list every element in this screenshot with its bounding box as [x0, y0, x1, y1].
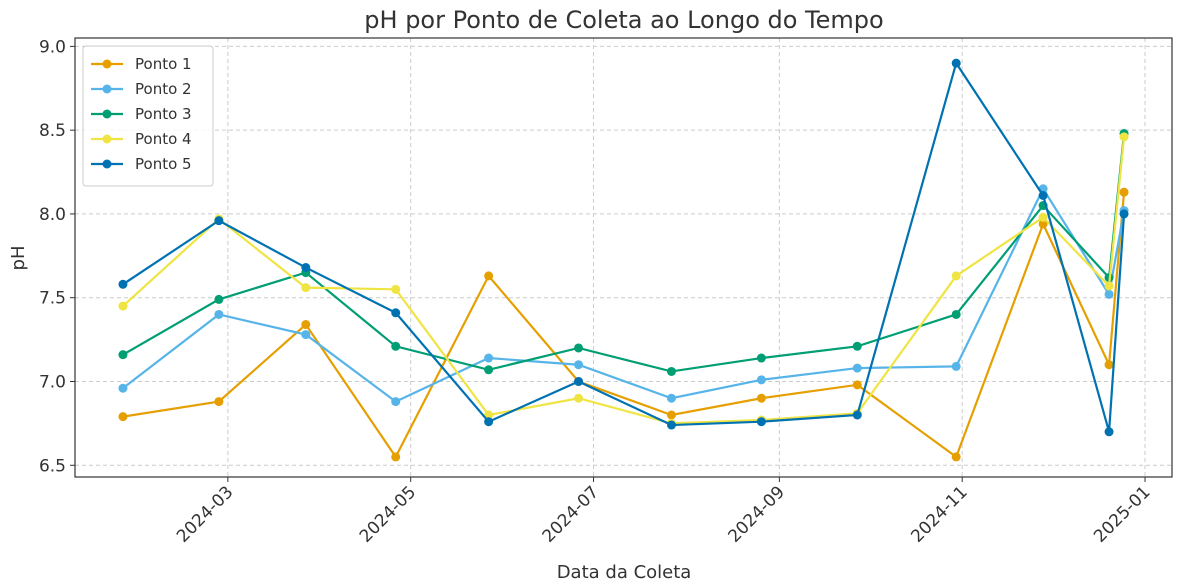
- data-point: [484, 271, 494, 281]
- series-line: [122, 192, 1126, 460]
- data-point: [391, 284, 401, 294]
- data-point: [852, 363, 862, 373]
- y-tick-label: 9.0: [39, 37, 66, 57]
- legend-marker: [102, 84, 112, 94]
- data-point: [574, 376, 584, 386]
- data-point: [951, 452, 961, 462]
- data-point: [484, 365, 494, 375]
- data-point: [1104, 427, 1114, 437]
- data-point: [574, 393, 584, 403]
- data-point: [852, 380, 862, 390]
- data-point: [666, 420, 676, 430]
- data-point: [574, 360, 584, 370]
- data-point: [484, 410, 494, 420]
- data-point: [1119, 209, 1129, 219]
- data-point: [1104, 360, 1114, 370]
- data-point: [1038, 219, 1048, 229]
- data-point: [951, 309, 961, 319]
- data-point: [118, 383, 128, 393]
- data-point: [756, 417, 766, 427]
- data-point: [301, 283, 311, 293]
- x-tick-label: 2024-09: [725, 482, 789, 546]
- legend-label: Ponto 5: [135, 155, 192, 173]
- data-point: [852, 410, 862, 420]
- series-line: [122, 133, 1126, 373]
- data-point: [391, 452, 401, 462]
- data-point: [391, 341, 401, 351]
- x-tick-label: 2024-05: [356, 482, 420, 546]
- y-tick-label: 7.0: [39, 372, 66, 392]
- data-point: [666, 393, 676, 403]
- data-point: [666, 366, 676, 376]
- data-point: [756, 375, 766, 385]
- chart-title: pH por Ponto de Coleta ao Longo do Tempo: [364, 6, 883, 34]
- data-point: [301, 320, 311, 330]
- y-tick-label: 7.5: [39, 289, 66, 309]
- data-point: [214, 309, 224, 319]
- legend-box: [82, 45, 214, 187]
- data-point: [756, 353, 766, 363]
- data-point: [301, 263, 311, 273]
- legend-label: Ponto 1: [135, 55, 192, 73]
- series-line: [122, 186, 1126, 403]
- data-point: [214, 294, 224, 304]
- data-point: [1119, 187, 1129, 197]
- y-axis-label: pH: [8, 246, 29, 271]
- data-point: [391, 397, 401, 407]
- data-point: [118, 350, 128, 360]
- data-point: [118, 412, 128, 422]
- data-point: [118, 279, 128, 289]
- x-tick-label: 2025-01: [1090, 482, 1154, 546]
- series-line: [122, 60, 1126, 433]
- data-point: [574, 343, 584, 353]
- data-point: [214, 216, 224, 226]
- data-point: [118, 301, 128, 311]
- plot-frame: [74, 37, 1173, 478]
- legend-marker: [102, 109, 112, 119]
- data-point: [1038, 212, 1048, 222]
- data-point: [391, 308, 401, 318]
- data-point: [1104, 281, 1114, 291]
- x-axis-label: Data da Coleta: [557, 562, 692, 583]
- data-point: [951, 271, 961, 281]
- data-point: [1119, 132, 1129, 142]
- legend-marker: [102, 59, 112, 69]
- legend: Ponto 1 Ponto 2 Ponto 3 Ponto 4 Ponto 5: [82, 45, 214, 187]
- x-tick-label: 2024-11: [907, 482, 971, 546]
- data-point: [484, 353, 494, 363]
- data-point: [951, 361, 961, 371]
- data-point: [1104, 289, 1114, 299]
- data-point: [666, 410, 676, 420]
- data-point: [756, 393, 766, 403]
- y-tick-label: 6.5: [39, 456, 66, 476]
- data-point: [852, 341, 862, 351]
- data-point: [1038, 191, 1048, 201]
- data-point: [951, 58, 961, 68]
- x-tick-label: 2024-07: [539, 482, 603, 546]
- legend-marker: [102, 159, 112, 169]
- data-point: [301, 330, 311, 340]
- legend-marker: [102, 134, 112, 144]
- legend-label: Ponto 2: [135, 80, 192, 98]
- data-point: [214, 397, 224, 407]
- x-tick-label: 2024-03: [173, 482, 237, 546]
- y-tick-label: 8.5: [39, 121, 66, 141]
- data-point: [484, 417, 494, 427]
- legend-label: Ponto 3: [135, 105, 192, 123]
- legend-label: Ponto 4: [135, 130, 192, 148]
- y-tick-label: 8.0: [39, 205, 66, 225]
